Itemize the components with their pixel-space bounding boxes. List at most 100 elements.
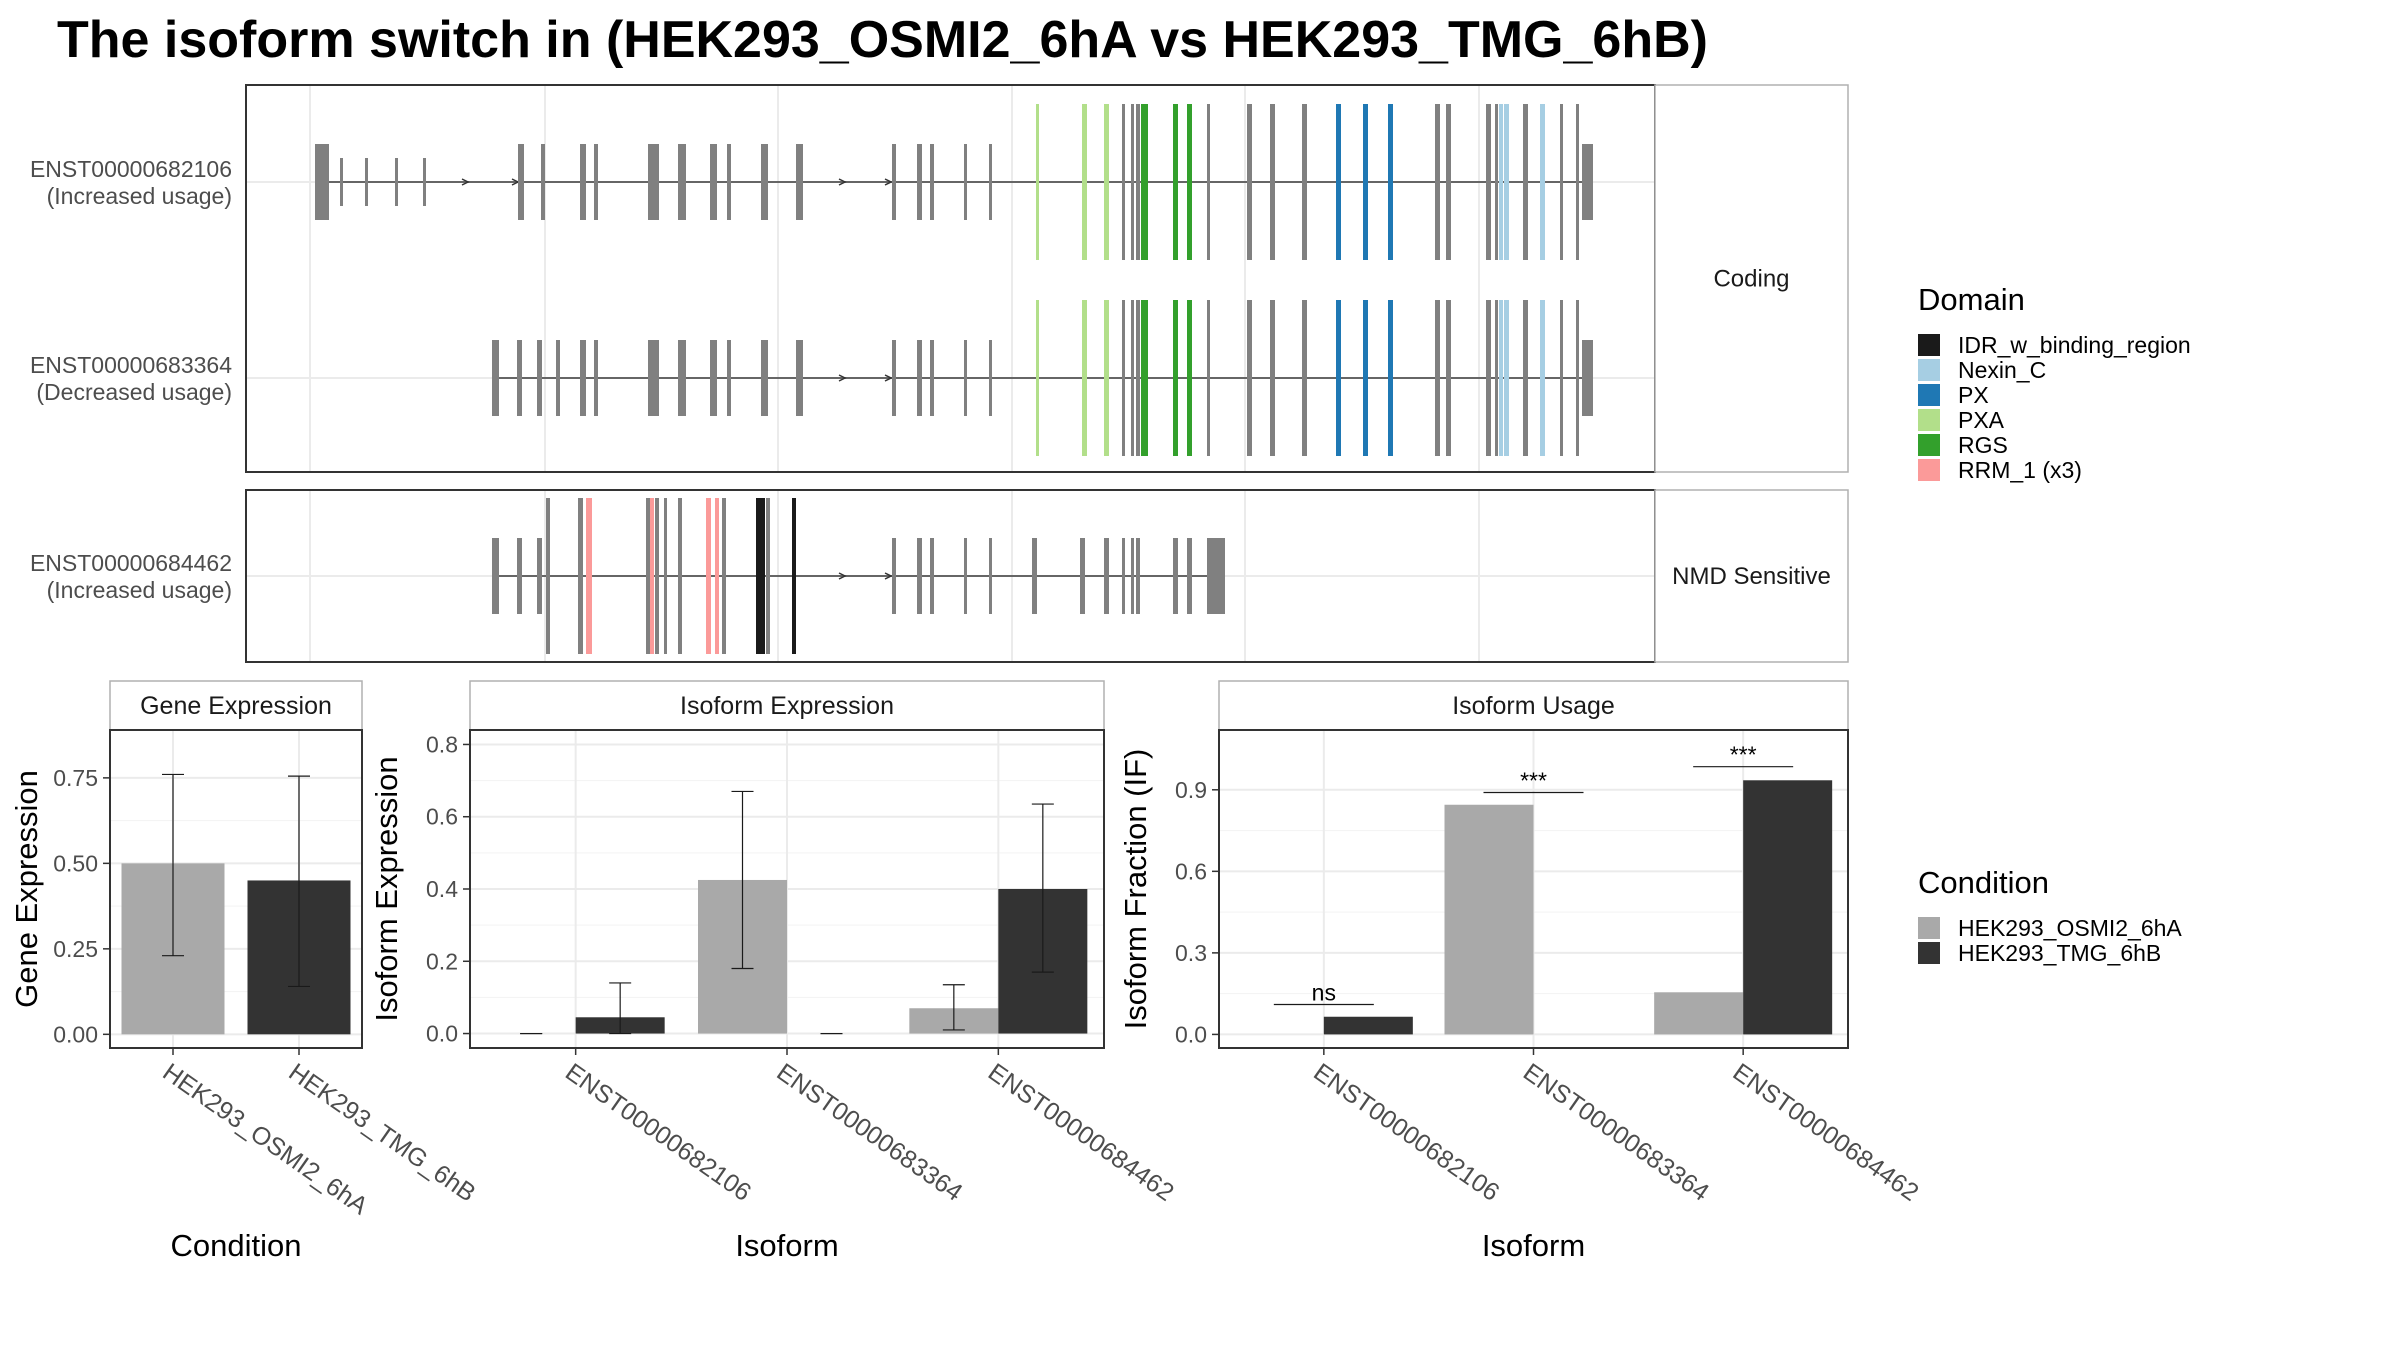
exon (1302, 300, 1307, 456)
y-tick-label: 0.6 (1175, 858, 1207, 884)
legend-title: Condition (1918, 865, 2049, 900)
exon-domain-nexin_c (1504, 104, 1509, 260)
exon (1495, 104, 1498, 260)
exon (1495, 300, 1498, 456)
chart-isoform-expression: Isoform Expression 0.0 0.2 0.4 0.6 0.8 ENST000… (369, 680, 1179, 1263)
exon (710, 340, 717, 416)
x-tick-label: ENST00000684462 (1728, 1058, 1924, 1207)
x-axis-title: Isoform (735, 1228, 838, 1263)
facet-strip (1654, 489, 1849, 663)
exon (1446, 300, 1451, 456)
exon (917, 340, 922, 416)
exon (1576, 104, 1579, 260)
exon (892, 340, 896, 416)
exon (1122, 538, 1125, 614)
strand-arrow-icon (884, 178, 893, 186)
exon (892, 144, 896, 220)
exon-domain-nexin_c (1499, 104, 1503, 260)
legend-swatch (1918, 434, 1940, 456)
exon-domain-rgs (1173, 300, 1178, 456)
exon (710, 144, 717, 220)
chart-isoform-usage: Isoform Usage ns *** *** 0.0 0.3 0.6 0.9 ENST000… (1118, 680, 1924, 1263)
legend-swatch (1918, 409, 1940, 431)
chart-title: Gene Expression (140, 692, 332, 720)
exon (580, 144, 586, 220)
legends: Domain IDR_w_binding_regionNexin_CPXPXARG… (1918, 282, 2191, 966)
exon-domain-pxa (1036, 104, 1039, 260)
exon (1136, 104, 1140, 260)
chart-border (109, 729, 363, 1049)
exon-domain-idr_w_binding_region (792, 498, 796, 654)
exon (766, 498, 770, 654)
exon (315, 144, 329, 220)
domain-legend: Domain IDR_w_binding_regionNexin_CPXPXARG… (1918, 282, 2191, 483)
exon (1207, 538, 1225, 614)
y-tick-label: 0.25 (53, 936, 98, 962)
y-tick-label: 0.3 (1175, 940, 1207, 966)
exon-domain-pxa (1036, 300, 1039, 456)
exon (578, 498, 583, 654)
exon (648, 340, 659, 416)
chart-title: Isoform Expression (680, 692, 894, 720)
legend-item-label: PXA (1958, 407, 2005, 433)
strand-arrow-icon (461, 178, 470, 186)
strand-arrow-icon (884, 572, 893, 580)
exon (964, 144, 967, 220)
exon (1486, 300, 1491, 456)
exon (727, 340, 731, 416)
panel-background (246, 85, 1655, 472)
legend-item-label: PX (1958, 382, 1989, 408)
exon (796, 340, 803, 416)
exon (594, 340, 598, 416)
track-usage-label: (Decreased usage) (36, 379, 232, 405)
figure-title: The isoform switch in (HEK293_OSMI2_6hA … (57, 11, 1708, 69)
exon-domain-nexin_c (1540, 300, 1545, 456)
exon (518, 144, 524, 220)
facet-strip-label: NMD Sensitive (1672, 563, 1831, 590)
x-axis-title: Isoform (1482, 1228, 1585, 1263)
exon (678, 498, 682, 654)
facet-strip (1654, 84, 1849, 473)
exon (917, 144, 922, 220)
legend-swatch (1918, 917, 1940, 939)
exon (492, 538, 499, 614)
chart-title: Isoform Usage (1452, 692, 1615, 720)
y-tick-label: 0.4 (426, 876, 458, 902)
exon-domain-rgs (1187, 300, 1192, 456)
significance-label: *** (1520, 768, 1547, 794)
exon (537, 340, 542, 416)
exon (1247, 300, 1252, 456)
exon-domain-px (1388, 300, 1393, 456)
exon-domain-rrm_1 (586, 498, 592, 654)
exon (1302, 104, 1307, 260)
strand-arrow-icon (838, 572, 847, 580)
x-tick-label: ENST00000683364 (772, 1058, 968, 1207)
y-tick-label: 0.00 (53, 1021, 98, 1047)
y-tick-label: 0.8 (426, 731, 458, 757)
x-tick-label: ENST00000682106 (1308, 1058, 1504, 1207)
exon (1523, 300, 1528, 456)
exon (722, 498, 726, 654)
legend-swatch (1918, 459, 1940, 481)
exon (1560, 104, 1563, 260)
exon-domain-rgs (1141, 300, 1148, 456)
exon (964, 340, 967, 416)
exon-domain-rrm_1 (650, 498, 654, 654)
transcript-panel-1: ENST00000682106(Increased usage) ENST0000… (30, 84, 1849, 473)
exon (964, 538, 967, 614)
significance-label: *** (1730, 742, 1757, 768)
strand-arrow-icon (838, 178, 847, 186)
exon (594, 144, 598, 220)
exon (648, 144, 659, 220)
strand-arrow-icon (838, 374, 847, 382)
exon-domain-pxa (1082, 104, 1087, 260)
legend-swatch (1918, 334, 1940, 356)
exon (930, 340, 934, 416)
exon-domain-px (1363, 104, 1368, 260)
exon (1270, 104, 1275, 260)
bar-enst00000684462-a (1654, 992, 1744, 1035)
x-tick-label: ENST00000682106 (560, 1058, 756, 1207)
y-tick-label: 0.2 (426, 948, 458, 974)
exon-domain-idr_w_binding_region (756, 498, 765, 654)
exon (517, 538, 522, 614)
